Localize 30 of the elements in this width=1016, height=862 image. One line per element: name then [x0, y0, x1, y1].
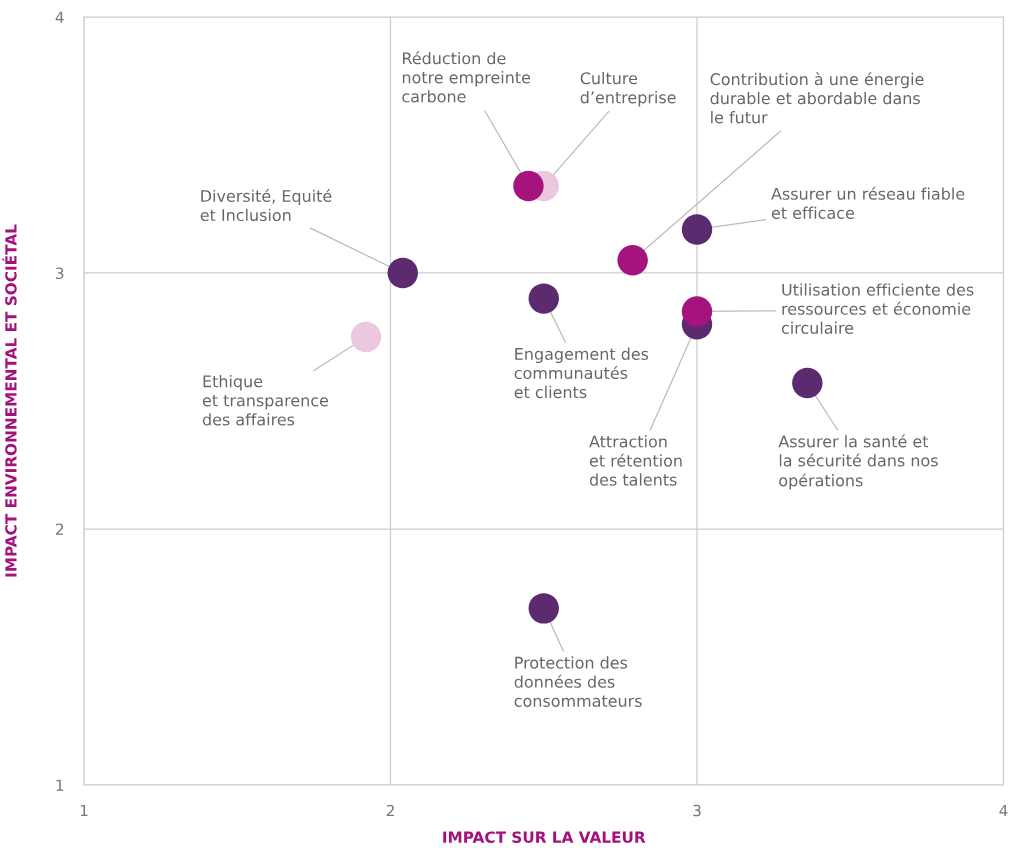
- y-tick-label: 4: [55, 11, 64, 23]
- annotation: Contribution à une énergie durable et abordable dans le futur: [710, 72, 924, 124]
- point: [513, 170, 544, 202]
- annotation: Assurer la santé et la sécurité dans nos opérations: [778, 434, 938, 490]
- point: [528, 283, 559, 314]
- x-tick-label: 2: [386, 804, 394, 817]
- x-axis-title: IMPACT SUR LA VALEUR: [443, 831, 646, 843]
- point: [617, 244, 648, 276]
- y-axis-title: IMPACT ENVIRONNEMENTAL ET SOCIÉTAL: [2, 224, 17, 577]
- point: [681, 214, 713, 245]
- x-tick-label: 3: [693, 804, 701, 817]
- annotation: Engagement des communautés et clients: [514, 347, 649, 399]
- x-tick-label: 4: [999, 804, 1008, 817]
- annotation: Diversité, Equité et Inclusion: [200, 189, 332, 222]
- y-tick-label: 2: [55, 523, 64, 535]
- point: [387, 257, 418, 289]
- annotation: Protection des données des consommateurs: [514, 656, 642, 707]
- point: [792, 367, 823, 399]
- point: [681, 296, 713, 327]
- x-tick-label: 1: [80, 804, 88, 817]
- annotation: Assurer un réseau fiable et efficace: [771, 186, 965, 219]
- annotation: Culture d’entreprise: [580, 71, 676, 107]
- annotation: Attraction et rétention des talents: [589, 435, 682, 486]
- annotation: Utilisation efficiente des ressources et économie circulaire: [781, 283, 974, 334]
- y-tick-label: 3: [56, 267, 64, 280]
- point: [528, 593, 559, 624]
- point: [350, 321, 382, 353]
- annotation: Ethique et transparence des affaires: [202, 375, 329, 426]
- annotation: Réduction de notre empreinte carbone: [402, 51, 531, 103]
- y-tick-label: 1: [56, 779, 64, 791]
